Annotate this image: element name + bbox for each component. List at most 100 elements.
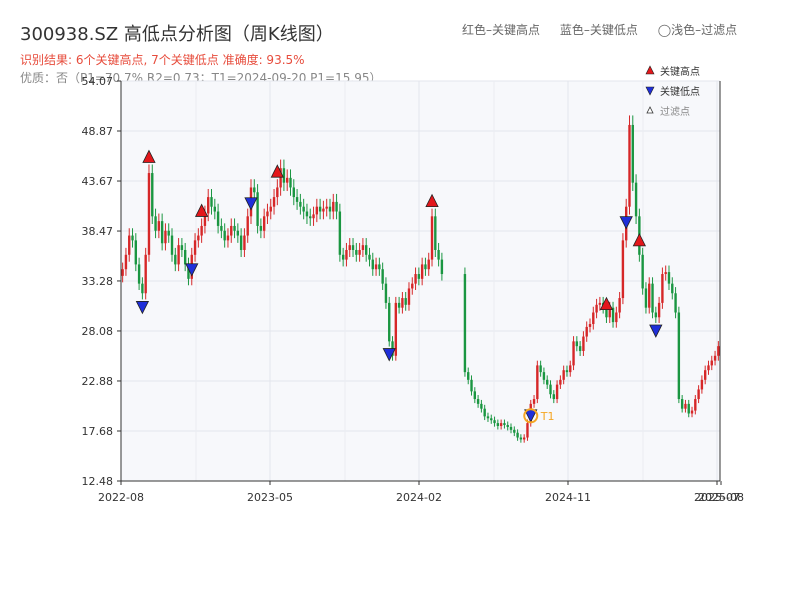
candle-body: [164, 230, 167, 244]
candle-body: [259, 225, 263, 231]
candle-body: [569, 365, 572, 373]
x-tick-label: 2025-08: [698, 491, 744, 504]
candle-body: [513, 429, 516, 433]
candle-body: [246, 216, 249, 236]
candle-body: [332, 201, 335, 212]
candle-body: [605, 307, 608, 318]
high-point-marker: [599, 296, 614, 311]
candle-body: [220, 225, 223, 231]
top-legend-light: ◯浅色–过滤点: [657, 23, 738, 37]
candle-body: [641, 254, 644, 289]
candle-body: [401, 298, 404, 308]
candle-body: [680, 399, 684, 409]
y-tick-label: 38.47: [82, 225, 114, 238]
t1-marker: [523, 408, 539, 424]
candle-body: [177, 245, 180, 265]
low-point-marker: [244, 197, 258, 211]
candle-body: [618, 298, 621, 313]
candle-body: [700, 379, 704, 390]
candle-body: [345, 249, 348, 260]
candle-body: [690, 410, 694, 414]
candle-body: [506, 425, 509, 427]
candle-body: [648, 283, 651, 308]
candle-body: [180, 245, 184, 250]
candle-body: [358, 249, 361, 255]
legend-high-label: 关键高点: [660, 65, 700, 78]
candle-body: [325, 206, 328, 209]
candle-body: [243, 235, 246, 250]
candle-body: [651, 283, 654, 313]
candle-body: [160, 221, 164, 244]
candle-body: [305, 211, 309, 217]
candle-body: [463, 274, 467, 373]
candle-body: [634, 182, 638, 217]
candle-body: [236, 230, 240, 236]
candle-body: [174, 254, 177, 265]
top-legend-red: 红色–关键高点: [462, 23, 541, 37]
legend-low-icon: [645, 86, 655, 96]
candle-body: [335, 201, 338, 212]
y-tick-label: 48.87: [82, 125, 114, 138]
candle-body: [420, 264, 424, 279]
candle-body: [611, 307, 615, 323]
candle-body: [654, 312, 658, 318]
candle-body: [239, 235, 243, 250]
candle-body: [197, 235, 200, 241]
candle-body: [575, 341, 579, 347]
candle-body: [256, 192, 259, 226]
top-legend: 红色–关键高点 蓝色–关键低点 ◯浅色–过滤点: [462, 21, 753, 38]
candle-body: [414, 274, 417, 284]
candle-body: [128, 235, 131, 255]
candle-body: [276, 187, 279, 198]
low-point-marker: [135, 301, 150, 315]
y-tick-label: 33.28: [82, 275, 114, 288]
candle-body: [203, 213, 207, 226]
candle-body: [368, 254, 371, 260]
candle-body: [608, 307, 611, 318]
candle-body: [341, 254, 345, 260]
candle-body: [621, 240, 625, 299]
x-tick-label: 2023-05: [247, 491, 293, 504]
page-title: 300938.SZ 高低点分析图（周K线图）: [20, 24, 334, 45]
candle-body: [674, 293, 677, 313]
candle-body: [437, 249, 440, 260]
candle-body: [592, 312, 595, 325]
candle-body: [388, 302, 391, 342]
candle-body: [279, 168, 282, 188]
candle-body: [312, 214, 315, 219]
candle-body: [585, 326, 588, 337]
candle-body: [490, 418, 493, 421]
candle-body: [322, 208, 325, 212]
candle-body: [434, 216, 437, 250]
candle-body: [134, 240, 138, 265]
y-ticks: 54.07 48.87 43.67 38.47 33.28 28.08 22.88 17.68…: [82, 75, 121, 488]
candle-body: [417, 274, 421, 279]
candle-body: [302, 206, 305, 212]
low-point-marker: [619, 216, 633, 230]
candle-body: [210, 197, 213, 207]
candle-body: [183, 249, 187, 265]
candle-body: [509, 426, 513, 430]
candle-body: [615, 312, 618, 323]
candle-body: [318, 206, 322, 212]
candle-body: [253, 187, 256, 193]
candle-body: [499, 423, 503, 426]
candle-body: [295, 197, 299, 202]
t1-label: T1: [540, 410, 555, 423]
candle-body: [542, 372, 546, 380]
candle-body: [546, 379, 549, 385]
candle-body: [137, 264, 141, 284]
candle-body: [480, 403, 483, 409]
candle-body: [213, 206, 216, 212]
x-tick-label: 2022-08: [98, 491, 144, 504]
candle-body: [404, 298, 407, 305]
candle-body: [233, 225, 236, 231]
candle-body: [309, 216, 312, 219]
high-point-marker: [142, 149, 156, 163]
y-tick-label: 22.88: [82, 375, 114, 388]
y-tick-label: 54.07: [82, 75, 114, 88]
candle-body: [361, 245, 365, 250]
candle-body: [713, 355, 717, 361]
candle-body: [562, 370, 565, 380]
top-legend-blue: 蓝色–关键低点: [559, 23, 638, 37]
